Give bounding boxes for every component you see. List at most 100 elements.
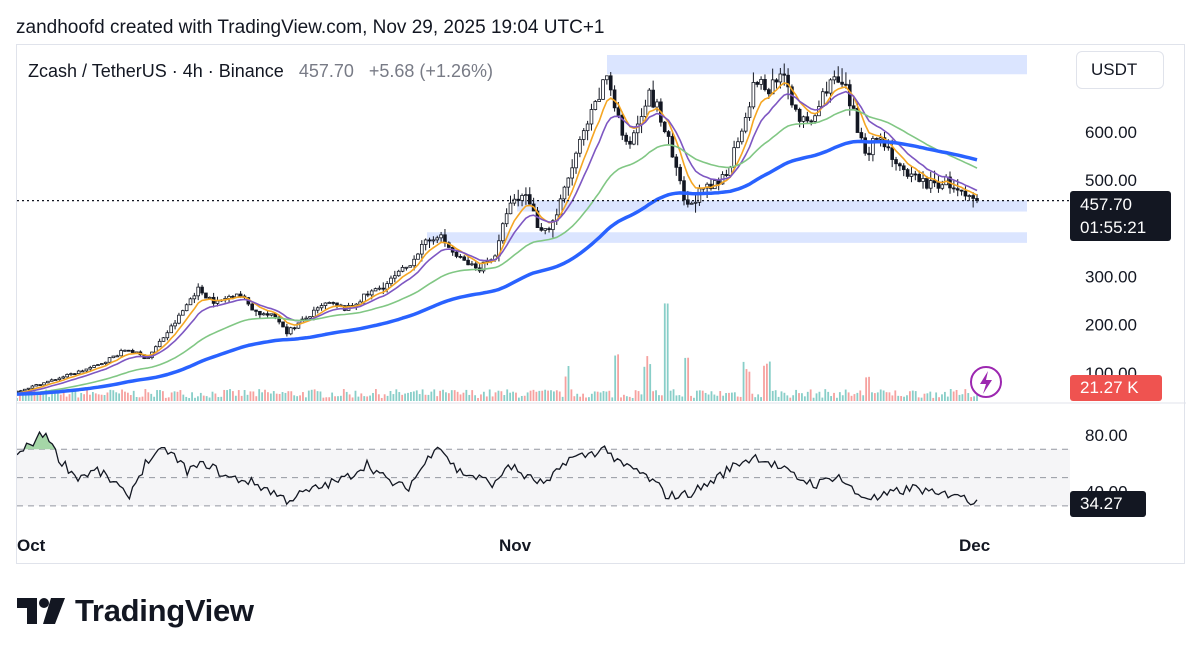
volume-bar	[281, 392, 284, 401]
volume-bar	[690, 395, 692, 401]
volume-bar	[803, 396, 806, 401]
volume-bar	[952, 391, 955, 401]
candle-body	[616, 107, 621, 116]
candle-body	[65, 374, 69, 378]
candle-body	[871, 138, 875, 156]
volume-bar	[410, 392, 412, 401]
candle-body	[874, 138, 879, 140]
volume-bar	[976, 394, 978, 401]
volume-bar	[331, 392, 334, 401]
volume-bar	[742, 361, 745, 401]
volume-bar	[704, 392, 707, 401]
volume-bar	[226, 390, 228, 401]
volume-bar	[520, 395, 523, 401]
volume-bar	[471, 390, 474, 401]
candle-body	[396, 270, 401, 277]
volume-bar	[558, 391, 561, 401]
volume-bar	[176, 391, 179, 401]
price-axis-label: 200.00	[1085, 316, 1137, 335]
volume-bar	[798, 393, 800, 401]
currency-button[interactable]: USDT	[1076, 51, 1164, 89]
volume-bar	[745, 369, 748, 401]
volume-bar	[722, 395, 725, 401]
candle-body	[763, 79, 767, 91]
candle-body	[921, 178, 925, 182]
candle-body	[832, 76, 837, 81]
candle-body	[466, 259, 470, 266]
last-price-value: 457.70	[1080, 195, 1132, 214]
volume-bar	[401, 394, 404, 401]
volume-bar	[450, 390, 453, 401]
volume-bar	[48, 396, 50, 401]
volume-bar	[623, 394, 625, 401]
volume-bar	[27, 391, 30, 401]
volume-bar	[369, 395, 371, 401]
volume-bar	[684, 357, 687, 401]
volume-bar	[946, 396, 949, 401]
volume-bar	[908, 391, 911, 401]
volume-bar	[789, 397, 792, 401]
volume-bar	[853, 394, 856, 401]
volume-bar	[935, 392, 938, 401]
candle-body	[693, 201, 698, 204]
volume-bar	[728, 392, 730, 401]
candle-body	[22, 388, 27, 392]
volume-bar	[932, 397, 935, 401]
candle-body	[200, 286, 204, 294]
volume-bar	[836, 397, 838, 401]
candle-body	[404, 266, 409, 269]
volume-bar	[126, 392, 129, 401]
tradingview-logo-icon	[17, 598, 65, 624]
candle-body	[759, 79, 763, 85]
volume-bar	[538, 390, 541, 401]
candle-body	[605, 75, 609, 81]
volume-bar	[392, 394, 395, 401]
symbol-legend[interactable]: Zcash / TetherUS · 4h · Binance 457.70 +…	[28, 61, 493, 82]
volume-bar	[45, 389, 48, 401]
candle-body	[859, 132, 864, 139]
candle-body	[420, 244, 424, 255]
candle-body	[724, 174, 729, 176]
volume-bar	[658, 395, 660, 401]
volume-bar	[917, 397, 920, 401]
volume-bar	[873, 393, 876, 401]
candle-body	[331, 302, 335, 304]
volume-bar	[561, 396, 564, 401]
volume-bar	[970, 397, 973, 401]
volume-bar	[430, 391, 433, 401]
volume-bar	[944, 391, 946, 401]
volume-bar	[792, 395, 795, 401]
volume-bar	[415, 390, 418, 401]
candle-body	[971, 195, 975, 199]
candle-body	[732, 147, 736, 168]
candle-body	[254, 309, 258, 312]
candle-body	[196, 286, 201, 297]
volume-bar	[830, 396, 833, 401]
volume-bar	[170, 392, 173, 401]
volume-bar	[739, 396, 742, 401]
candle-body	[589, 109, 594, 125]
volume-bar	[973, 396, 975, 401]
volume-bar	[576, 393, 579, 401]
volume-bar	[161, 391, 164, 401]
candle-body	[381, 287, 386, 290]
volume-bar	[725, 393, 727, 401]
volume-bar	[141, 396, 144, 401]
candle-body	[909, 173, 914, 177]
volume-bar	[59, 394, 62, 401]
volume-bar	[19, 395, 21, 401]
candle-body	[774, 79, 779, 83]
chart-frame: 600.00500.00300.00200.00100.0080.0040.00…	[16, 44, 1186, 565]
volume-bar	[730, 392, 733, 401]
volume-bar	[412, 391, 415, 401]
volume-bar	[156, 390, 158, 401]
candle-body	[207, 296, 212, 299]
volume-bar	[599, 392, 602, 401]
candle-body	[34, 384, 39, 387]
tradingview-logo[interactable]: TradingView	[17, 593, 254, 629]
volume-bar	[570, 389, 573, 401]
candle-body	[867, 152, 871, 156]
volume-bar	[197, 396, 199, 401]
volume-bar	[150, 393, 153, 401]
chart-canvas[interactable]: 600.00500.00300.00200.00100.0080.0040.00…	[17, 45, 1186, 565]
